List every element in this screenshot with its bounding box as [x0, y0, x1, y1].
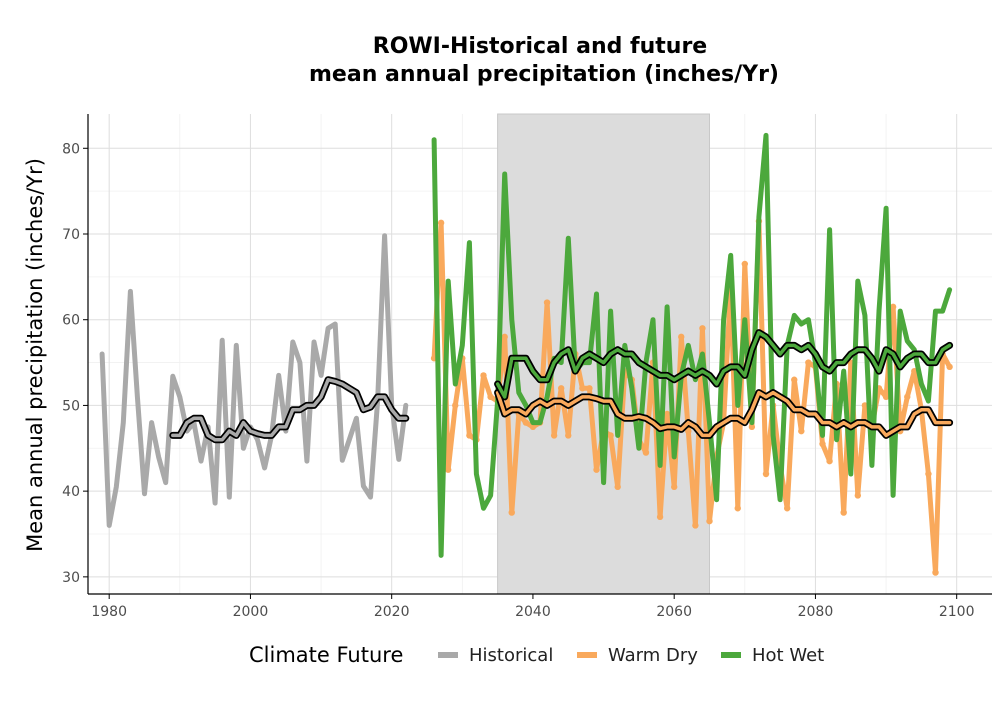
- point-warm-dry-2064: [699, 325, 706, 332]
- point-warm-dry-2079: [805, 359, 812, 366]
- legend-title: Climate Future: [249, 643, 403, 667]
- series-line-historical: [99, 233, 409, 528]
- y-axis-label: Mean annual precipitation (inches/Yr): [23, 158, 47, 552]
- point-warm-dry-2091: [889, 303, 897, 311]
- point-warm-dry-2043: [550, 432, 558, 439]
- point-warm-dry-2081: [819, 440, 826, 448]
- point-warm-dry-2086: [854, 492, 862, 499]
- point-warm-dry-2028: [444, 466, 452, 473]
- smooth-line-warm-dry: [495, 390, 952, 438]
- point-warm-dry-2078: [798, 427, 805, 435]
- point-warm-dry-2071: [748, 423, 756, 431]
- legend-label-historical: Historical: [469, 645, 553, 666]
- point-warm-dry-2059: [663, 410, 671, 418]
- point-warm-dry-2047: [579, 385, 586, 392]
- point-warm-dry-2096: [925, 470, 932, 478]
- point-warm-dry-2039: [522, 419, 530, 426]
- x-tick-label-2100: 2100: [939, 604, 975, 620]
- point-warm-dry-2037: [508, 509, 515, 516]
- point-warm-dry-2062: [685, 427, 692, 435]
- point-warm-dry-2044: [557, 385, 565, 392]
- x-tick-label-2080: 2080: [798, 604, 834, 620]
- point-warm-dry-2082: [826, 457, 833, 465]
- point-warm-dry-2073: [762, 470, 770, 478]
- point-warm-dry-2052: [614, 483, 621, 491]
- legend-label-hot-wet: Hot Wet: [752, 645, 824, 666]
- point-warm-dry-2097: [932, 569, 939, 576]
- smooth-line-hot-wet: [495, 330, 952, 399]
- point-warm-dry-2060: [670, 483, 678, 491]
- point-warm-dry-2099: [946, 363, 953, 371]
- y-tick-label-30: 30: [62, 570, 80, 586]
- point-warm-dry-2069: [734, 505, 741, 512]
- point-warm-dry-2031: [466, 432, 473, 439]
- point-warm-dry-2061: [678, 333, 685, 341]
- point-warm-dry-2065: [706, 517, 713, 525]
- smooth-line-historical: [171, 377, 408, 442]
- point-warm-dry-2033: [480, 372, 487, 379]
- y-tick-label-80: 80: [62, 141, 80, 157]
- point-warm-dry-2042: [543, 299, 551, 306]
- x-tick-label-2060: 2060: [656, 604, 692, 620]
- point-warm-dry-2051: [607, 432, 614, 439]
- axes: 30 40 50 60 70 80 1980 2000 2020 2040 2060 2080 2100: [62, 114, 992, 620]
- point-warm-dry-2045: [565, 432, 572, 439]
- point-warm-dry-2036: [501, 333, 508, 341]
- x-tick-label-2000: 2000: [233, 604, 269, 620]
- point-warm-dry-2040: [529, 423, 537, 431]
- series-line-hot-wet: [431, 132, 953, 558]
- point-warm-dry-2077: [791, 376, 798, 383]
- legend: Climate Future Historical Warm Dry Hot W…: [249, 643, 824, 667]
- point-warm-dry-2087: [861, 402, 869, 409]
- y-tick-label-50: 50: [62, 398, 80, 414]
- x-tick-label-2040: 2040: [515, 604, 551, 620]
- reference-period-shade: [497, 113, 710, 595]
- legend-label-warm-dry: Warm Dry: [608, 645, 698, 666]
- point-warm-dry-2049: [593, 466, 600, 473]
- x-tick-label-1980: 1980: [91, 604, 127, 620]
- point-warm-dry-2058: [656, 513, 664, 521]
- point-warm-dry-2048: [586, 385, 593, 392]
- point-warm-dry-2076: [783, 505, 791, 512]
- point-warm-dry-2063: [692, 522, 699, 529]
- y-tick-label-70: 70: [62, 227, 80, 243]
- point-warm-dry-2029: [452, 402, 459, 409]
- point-warm-dry-2093: [904, 393, 911, 401]
- point-warm-dry-2034: [487, 393, 494, 401]
- point-warm-dry-2027: [437, 219, 445, 227]
- chart-title-line1: ROWI-Historical and future: [373, 34, 707, 59]
- point-warm-dry-2084: [840, 509, 847, 516]
- y-tick-label-40: 40: [62, 484, 80, 500]
- y-tick-label-60: 60: [62, 313, 80, 329]
- point-warm-dry-2090: [882, 393, 890, 401]
- series-layer: [99, 132, 954, 576]
- x-tick-label-2020: 2020: [374, 604, 410, 620]
- point-warm-dry-2056: [642, 449, 650, 456]
- point-warm-dry-2070: [741, 260, 749, 268]
- chart-title-line2: mean annual precipitation (inches/Yr): [309, 62, 779, 87]
